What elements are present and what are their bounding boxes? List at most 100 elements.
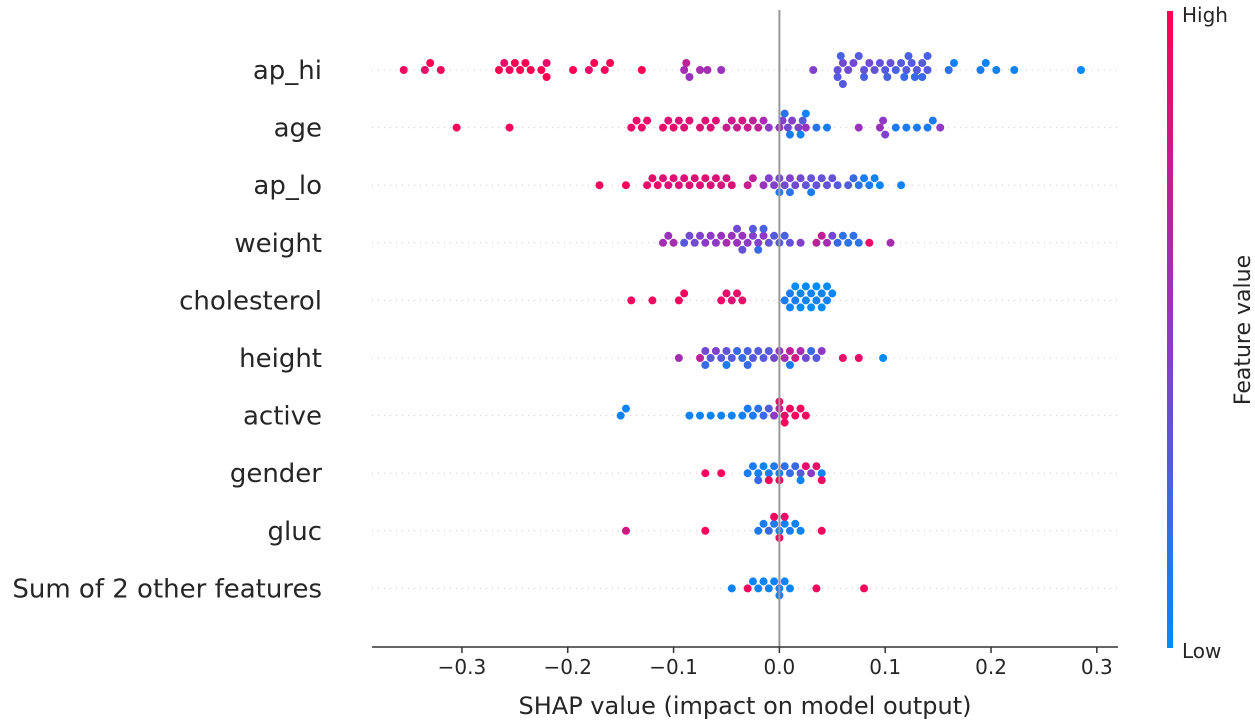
data-point <box>796 404 805 413</box>
data-point <box>711 238 720 247</box>
data-point <box>854 181 863 190</box>
data-point <box>807 188 816 197</box>
data-point <box>833 66 842 74</box>
data-point <box>759 224 768 233</box>
x-tick-label: 0.3 <box>1081 655 1113 679</box>
data-point <box>537 66 546 74</box>
data-point <box>854 354 863 362</box>
data-point <box>780 577 789 586</box>
data-point <box>828 289 837 298</box>
data-point <box>812 354 821 362</box>
data-point <box>526 66 535 74</box>
data-point <box>669 174 678 183</box>
data-point <box>759 462 768 471</box>
data-point <box>778 116 787 125</box>
data-point <box>812 123 821 132</box>
data-point <box>796 238 805 247</box>
feature-label: height <box>239 344 322 374</box>
data-point <box>780 231 789 240</box>
data-point <box>780 462 789 471</box>
feature-label: gender <box>230 459 322 489</box>
data-point <box>854 238 863 247</box>
data-point <box>727 181 736 190</box>
data-point <box>696 354 705 362</box>
data-point <box>923 52 932 60</box>
data-point <box>796 476 805 485</box>
data-point <box>812 181 821 190</box>
colorbar-low-label: Low <box>1182 639 1221 663</box>
data-point <box>685 73 694 81</box>
data-point <box>907 59 916 67</box>
data-point <box>621 181 630 190</box>
data-point <box>791 354 800 362</box>
feature-label: Sum of 2 other features <box>12 574 322 604</box>
data-point <box>791 462 800 471</box>
data-point <box>669 238 678 247</box>
data-point <box>833 73 842 81</box>
data-point <box>897 181 906 190</box>
data-point <box>912 66 921 74</box>
data-point <box>759 231 768 240</box>
data-point <box>780 354 789 362</box>
data-point <box>770 231 779 240</box>
data-point <box>738 245 747 254</box>
data-point <box>770 519 779 528</box>
data-point <box>748 224 757 233</box>
data-points <box>399 52 1085 600</box>
data-point <box>875 59 884 67</box>
data-point <box>616 411 625 420</box>
data-point <box>807 469 816 478</box>
data-point <box>791 296 800 305</box>
data-point <box>674 354 683 362</box>
colorbar <box>1167 11 1173 648</box>
x-tick-label: 0.1 <box>869 655 901 679</box>
data-point <box>754 476 763 485</box>
data-point <box>785 526 794 535</box>
data-point <box>780 411 789 420</box>
data-point <box>632 116 641 125</box>
data-point <box>759 577 768 586</box>
data-point <box>854 52 863 60</box>
feature-label: cholesterol <box>179 286 322 316</box>
data-point <box>754 526 763 535</box>
data-point <box>733 123 742 132</box>
data-point <box>794 123 803 132</box>
data-point <box>505 123 514 132</box>
data-point <box>722 123 731 132</box>
data-point <box>706 181 715 190</box>
data-point <box>754 404 763 413</box>
data-point <box>796 174 805 183</box>
data-point <box>653 181 662 190</box>
data-point <box>733 347 742 355</box>
data-point <box>828 231 837 240</box>
data-point <box>748 231 757 240</box>
data-point <box>727 584 736 593</box>
data-point <box>823 181 832 190</box>
data-point <box>748 354 757 362</box>
data-point <box>685 411 694 420</box>
data-point <box>701 469 710 478</box>
data-point <box>738 354 747 362</box>
data-point <box>727 354 736 362</box>
data-point <box>770 512 779 521</box>
data-point <box>912 123 921 132</box>
x-axis-title: SHAP value (impact on model output) <box>519 692 972 720</box>
data-point <box>590 59 599 67</box>
x-tick-label: 0.2 <box>975 655 1007 679</box>
data-point <box>865 181 874 190</box>
data-point <box>706 231 715 240</box>
data-point <box>780 512 789 521</box>
data-point <box>643 116 652 125</box>
data-point <box>881 66 890 74</box>
data-point <box>801 462 810 471</box>
data-point <box>701 361 710 369</box>
data-point <box>696 231 705 240</box>
feature-label: active <box>243 402 322 432</box>
data-point <box>870 174 879 183</box>
data-point <box>785 404 794 413</box>
data-point <box>696 411 705 420</box>
data-point <box>886 238 895 247</box>
data-point <box>627 296 636 305</box>
